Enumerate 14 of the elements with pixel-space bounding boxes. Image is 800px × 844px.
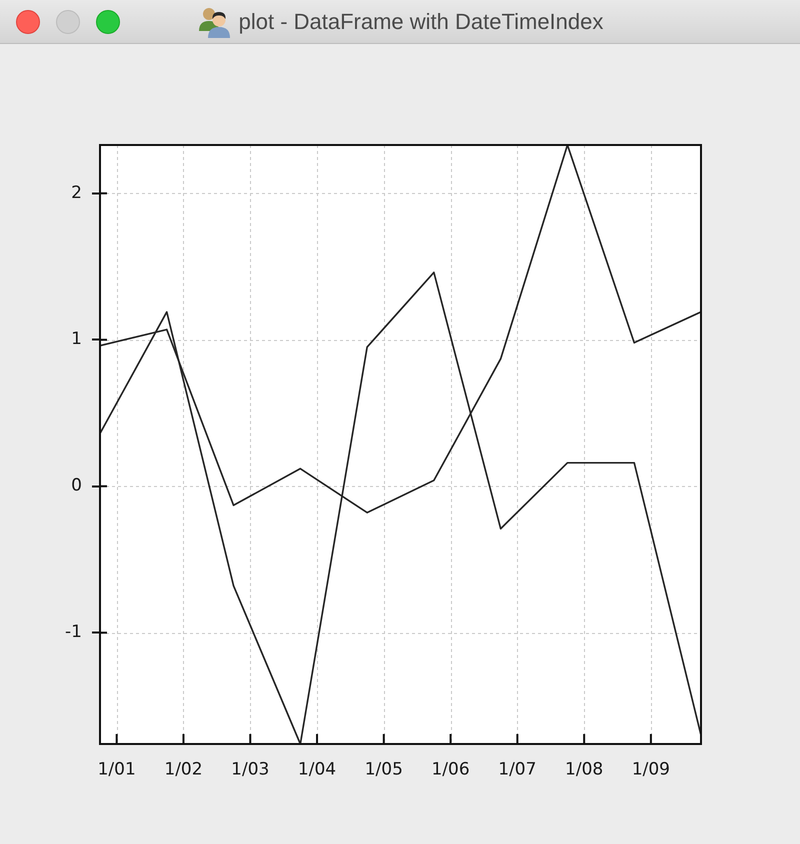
x-tick-label: 1/08 xyxy=(565,760,604,780)
x-tick-label: 1/03 xyxy=(231,760,270,780)
x-tick-label: 1/05 xyxy=(364,760,403,780)
x-tick-label: 1/09 xyxy=(632,760,670,780)
y-tick-label: 0 xyxy=(71,476,82,496)
x-tick-label: 1/06 xyxy=(431,760,470,780)
x-tick-label: 1/02 xyxy=(164,760,203,780)
x-tick-label: 1/04 xyxy=(298,760,336,780)
y-tick-label: 2 xyxy=(71,182,82,203)
chart-title: plot - DataFrame with DateTimeIndex xyxy=(238,8,604,34)
y-tick-label: -1 xyxy=(65,622,82,642)
x-tick-label: 1/01 xyxy=(98,760,136,780)
y-tick-label: 1 xyxy=(71,329,82,350)
x-tick-label: 1/07 xyxy=(498,760,536,780)
